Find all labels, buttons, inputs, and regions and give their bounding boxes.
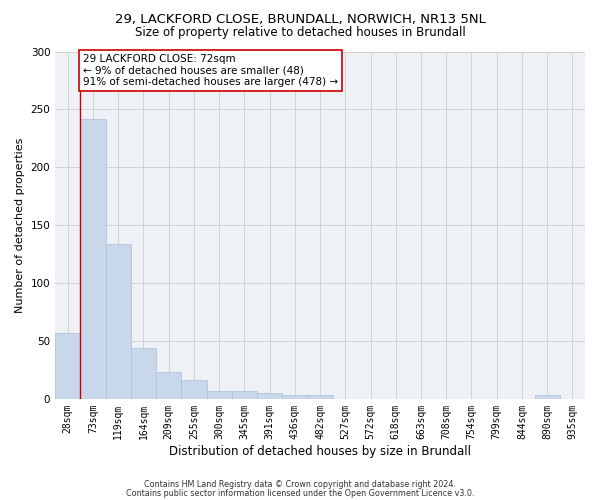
Bar [535, 396, 560, 399]
Text: 29 LACKFORD CLOSE: 72sqm
← 9% of detached houses are smaller (48)
91% of semi-de: 29 LACKFORD CLOSE: 72sqm ← 9% of detache… [83, 54, 338, 87]
Bar [307, 396, 332, 399]
Bar [232, 390, 257, 399]
X-axis label: Distribution of detached houses by size in Brundall: Distribution of detached houses by size … [169, 444, 471, 458]
Text: Contains HM Land Registry data © Crown copyright and database right 2024.: Contains HM Land Registry data © Crown c… [144, 480, 456, 489]
Text: 29, LACKFORD CLOSE, BRUNDALL, NORWICH, NR13 5NL: 29, LACKFORD CLOSE, BRUNDALL, NORWICH, N… [115, 12, 485, 26]
Y-axis label: Number of detached properties: Number of detached properties [15, 138, 25, 313]
Bar [131, 348, 156, 399]
Bar [282, 396, 307, 399]
Text: Contains public sector information licensed under the Open Government Licence v3: Contains public sector information licen… [126, 488, 474, 498]
Text: Size of property relative to detached houses in Brundall: Size of property relative to detached ho… [134, 26, 466, 39]
Bar [80, 118, 106, 399]
Bar [257, 393, 282, 399]
Bar [181, 380, 206, 399]
Bar [106, 244, 131, 399]
Bar [206, 390, 232, 399]
Bar [55, 333, 80, 399]
Bar [156, 372, 181, 399]
